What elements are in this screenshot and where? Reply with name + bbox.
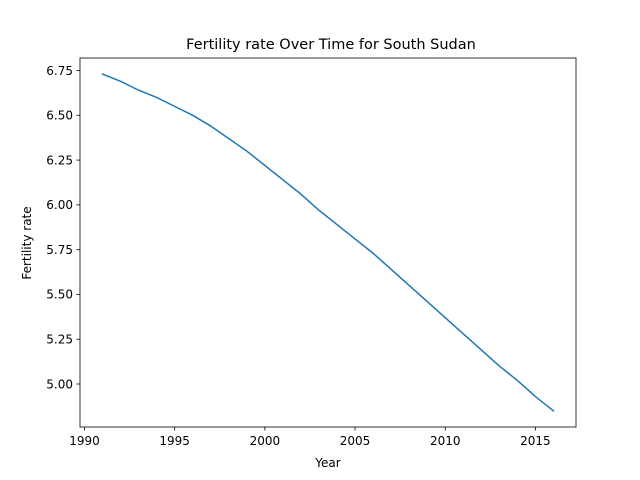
x-tick-label: 2015 [520,434,551,448]
data-point [246,150,248,152]
data-point [481,349,483,351]
data-point [210,125,212,127]
data-point [426,301,428,303]
data-point [264,165,266,167]
y-tick-label: 5.75 [46,243,73,257]
data-point [444,317,446,319]
series-line [101,73,555,412]
y-axis-label: Fertility rate [20,206,34,279]
data-point [228,138,230,140]
data-point [390,269,392,271]
data-point [174,106,176,108]
y-tick-label: 6.50 [46,109,73,123]
y-tick-label: 5.25 [46,333,73,347]
x-tick-label: 1995 [159,434,190,448]
data-point [102,73,104,75]
data-point [192,115,194,117]
data-point [462,333,464,335]
data-point [318,209,320,211]
data-point [517,380,519,382]
y-tick-label: 6.75 [46,64,73,78]
x-tick-label: 2010 [430,434,461,448]
data-point [499,365,501,367]
axes-frame [79,57,577,428]
data-point [535,396,537,398]
x-tick-label: 1990 [69,434,100,448]
data-point [372,252,374,254]
x-axis-label: Year [314,456,340,470]
y-tick-label: 6.25 [46,153,73,167]
data-point [138,89,140,91]
y-tick-label: 6.00 [46,198,73,212]
chart-title: Fertility rate Over Time for South Sudan [186,37,476,53]
y-tick-label: 5.50 [46,288,73,302]
data-point [282,179,284,181]
y-tick-label: 5.00 [46,377,73,391]
data-point [553,410,555,412]
x-tick-label: 2000 [250,434,281,448]
data-point [120,80,122,82]
data-point [408,285,410,287]
data-point [156,97,158,99]
data-point [300,193,302,195]
data-point [336,224,338,226]
data-point [354,238,356,240]
plot-area: 1990 1995 2000 2005 2010 2015 5.00 5.25 5.50 5.75… [46,57,577,448]
x-tick-label: 2005 [340,434,371,448]
